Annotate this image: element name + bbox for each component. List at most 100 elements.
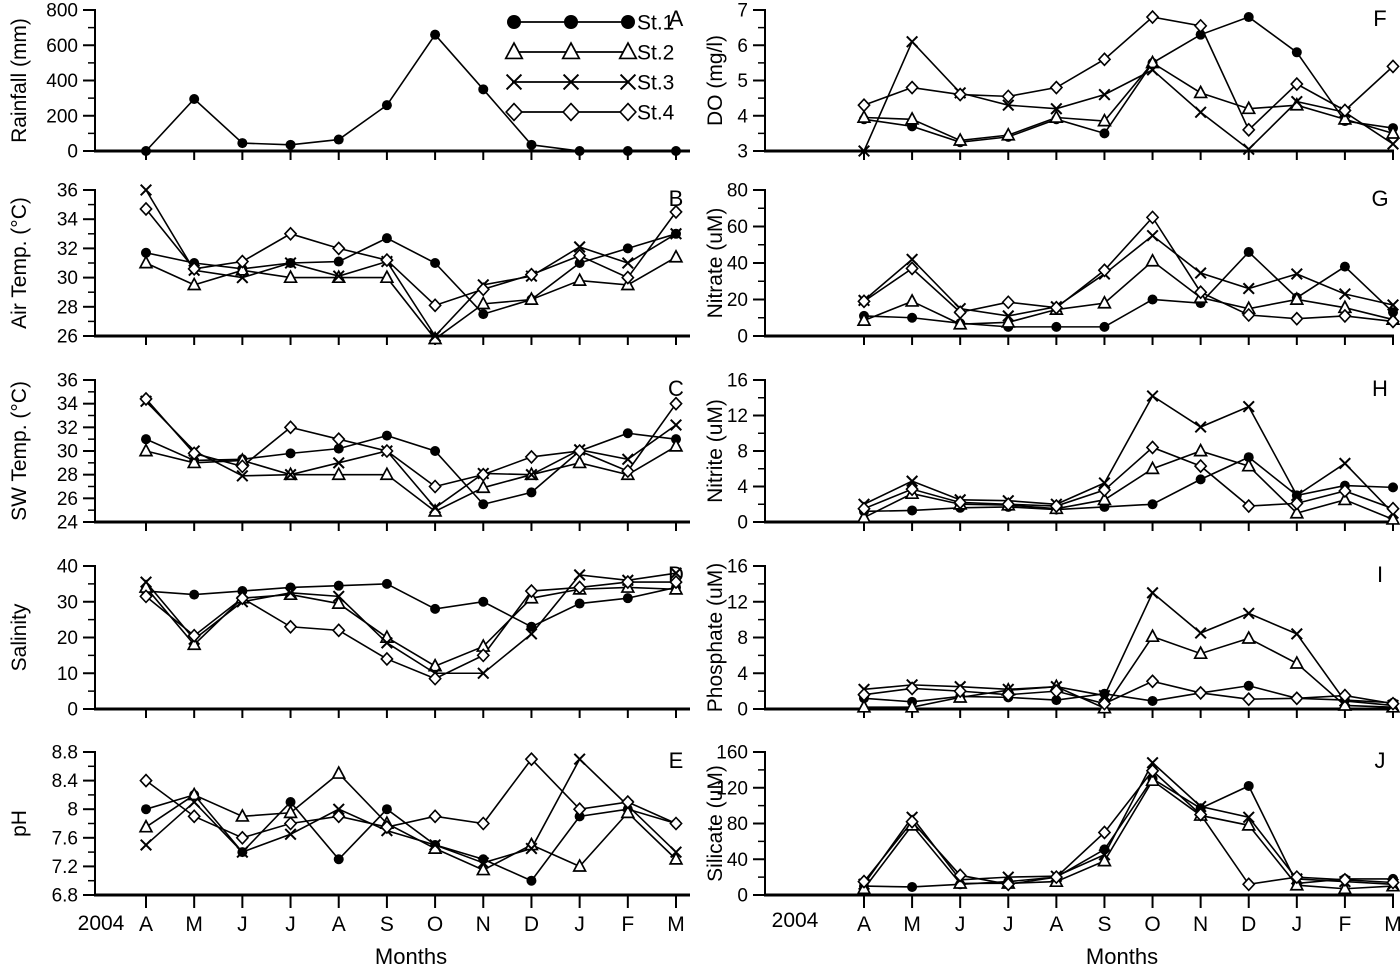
svg-text:80: 80: [727, 814, 748, 835]
svg-text:32: 32: [57, 418, 78, 439]
series-line-st1-f: [863, 16, 1394, 144]
series-line-st3-e: [145, 757, 677, 864]
svg-text:SW Temp. (°C): SW Temp. (°C): [8, 381, 31, 521]
x-axis-title-right: Months: [1085, 944, 1159, 969]
svg-text:8: 8: [737, 628, 748, 649]
svg-text:28: 28: [57, 465, 78, 486]
svg-text:0: 0: [67, 700, 78, 721]
axis-j: 0 40 80 120 160: [716, 743, 1394, 908]
month-label: S: [379, 913, 394, 936]
svg-text:200: 200: [46, 106, 78, 127]
svg-text:Rainfall (mm): Rainfall (mm): [8, 18, 31, 143]
series-line-st4-d: [145, 581, 676, 680]
series-line-st4-f: [863, 16, 1394, 132]
panel-label-f: F: [1373, 6, 1386, 31]
series-markers-st2-i: [856, 628, 1400, 714]
svg-text:40: 40: [57, 557, 78, 578]
series-line-st3-b: [145, 189, 677, 338]
series-line-st3-i: [863, 591, 1394, 707]
y-axis-title-j: Silicate (uM): [704, 765, 727, 882]
series-markers-st3-c: [139, 395, 683, 514]
month-label: A: [856, 913, 872, 936]
series-line-st1-h: [863, 456, 1394, 513]
svg-text:A: A: [669, 6, 684, 31]
series-line-st1-b: [145, 233, 677, 316]
svg-text:0: 0: [737, 700, 748, 721]
series-line-st2-j: [863, 779, 1394, 890]
month-label: A: [138, 913, 154, 936]
series-markers-st1-f: [859, 12, 1398, 148]
svg-text:30: 30: [57, 268, 78, 289]
month-label: J: [574, 913, 585, 936]
svg-text:7.6: 7.6: [52, 828, 78, 849]
axis-e: 6.8 7.2 7.6 8 8.4 8.8: [52, 743, 690, 908]
month-label: D: [523, 913, 540, 936]
series-markers-st1-d: [141, 578, 681, 632]
svg-text:St.4: St.4: [637, 102, 675, 125]
svg-text:Silicate (uM): Silicate (uM): [704, 765, 727, 882]
y-axis-title-c: SW Temp. (°C): [8, 381, 31, 521]
svg-text:16: 16: [727, 557, 748, 578]
panel-label-g: G: [1371, 186, 1388, 211]
svg-text:400: 400: [46, 71, 78, 92]
series-line-st1-j: [863, 777, 1393, 888]
svg-text:34: 34: [57, 210, 79, 231]
series-markers-st2-b: [138, 248, 684, 345]
series-markers-st3-f: [857, 35, 1400, 158]
svg-text:3: 3: [737, 142, 748, 163]
series-markers-st1-i: [859, 680, 1398, 708]
svg-text:6.8: 6.8: [52, 886, 78, 907]
series-line-st4-j: [863, 769, 1394, 886]
svg-text:20: 20: [727, 290, 748, 311]
series-markers-st1-c: [141, 428, 681, 510]
svg-text:30: 30: [57, 442, 78, 463]
panel-label-e: E: [669, 748, 684, 773]
month-label: M: [903, 913, 921, 936]
month-label: A: [1049, 913, 1064, 936]
axis-f: 3 4 5 6 7: [737, 1, 1394, 163]
svg-text:30: 30: [57, 592, 78, 613]
month-label: D: [1241, 913, 1257, 936]
svg-text:G: G: [1371, 186, 1388, 211]
year-label-left: 2004: [77, 912, 125, 935]
svg-text:8: 8: [737, 442, 748, 463]
svg-text:26: 26: [57, 327, 78, 348]
series-line-st2-d: [145, 586, 677, 667]
svg-text:120: 120: [716, 778, 748, 799]
svg-text:60: 60: [727, 217, 748, 238]
series-line-st1-c: [145, 432, 677, 506]
y-axis-title-g: Nitrate (uM): [704, 208, 727, 319]
svg-text:Air Temp. (°C): Air Temp. (°C): [8, 197, 31, 329]
svg-text:0: 0: [737, 886, 748, 907]
svg-text:5: 5: [737, 71, 748, 92]
series-markers-st2-h: [856, 442, 1400, 525]
series-line-st3-f: [863, 40, 1394, 152]
svg-text:E: E: [669, 748, 684, 773]
axis-b: 26 28 30 32 34 36: [57, 181, 690, 348]
series-markers-st2-j: [856, 772, 1400, 895]
legend: St.1 St.2 St.3 St.4: [504, 12, 675, 125]
series-markers-st2-e: [138, 765, 684, 876]
series-markers-st1-a: [141, 29, 681, 156]
series-markers-st2-g: [856, 252, 1400, 330]
series-line-st4-g: [863, 216, 1394, 323]
svg-text:160: 160: [716, 743, 748, 764]
svg-text:F: F: [1373, 6, 1386, 31]
svg-text:Salinity: Salinity: [8, 603, 31, 671]
svg-text:DO (mg/l): DO (mg/l): [704, 35, 727, 126]
series-line-st3-h: [863, 394, 1394, 514]
month-label: M: [185, 913, 203, 936]
month-label: F: [1338, 913, 1352, 936]
svg-text:Phosphate (uM): Phosphate (uM): [704, 563, 727, 712]
series-line-st1-a: [145, 33, 676, 152]
axis-i: 0 4 8 12 16: [727, 557, 1394, 721]
svg-text:34: 34: [57, 394, 79, 415]
series-markers-st2-c: [138, 438, 684, 517]
month-label: M: [667, 913, 685, 936]
